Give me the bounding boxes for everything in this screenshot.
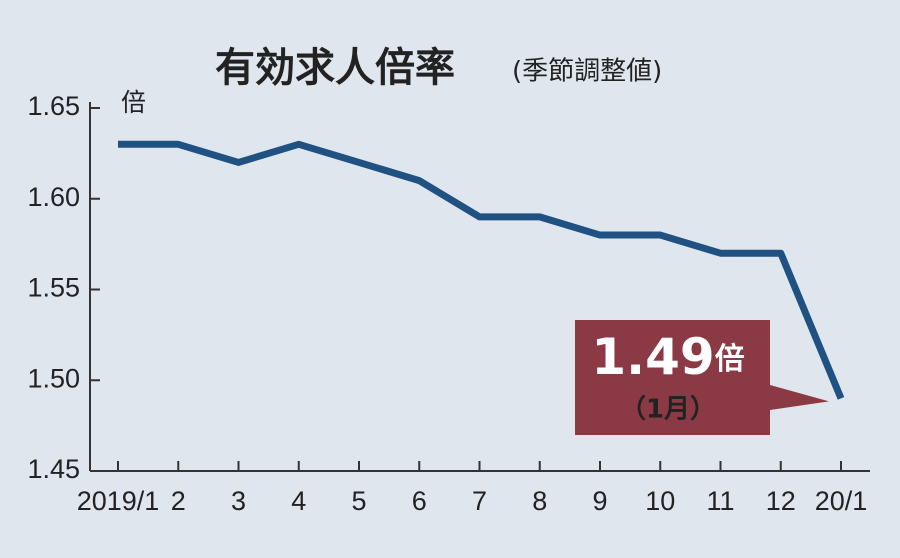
x-tick-label: 8 xyxy=(532,486,547,516)
x-tick-label: 2019/1 xyxy=(77,486,160,516)
callout-value: 1.49倍 xyxy=(591,328,744,386)
y-tick-label: 1.60 xyxy=(27,182,80,212)
y-unit: 倍 xyxy=(121,88,146,117)
x-tick-label: 20/1 xyxy=(815,486,868,516)
callout-note: （1月） xyxy=(620,395,716,425)
y-tick-label: 1.65 xyxy=(27,91,80,121)
callout-number: 1.49 xyxy=(591,328,714,386)
x-tick-label: 12 xyxy=(766,486,796,516)
chart-title: 有効求人倍率 xyxy=(215,45,455,91)
x-tick-label: 7 xyxy=(472,486,487,516)
y-tick-label: 1.50 xyxy=(27,363,80,393)
x-tick-label: 11 xyxy=(706,486,734,516)
x-tick-label: 4 xyxy=(291,486,306,516)
data-line xyxy=(118,140,845,400)
x-tick-label: 9 xyxy=(592,486,607,516)
chart-subtitle: (季節調整値) xyxy=(512,57,662,87)
callout-unit: 倍 xyxy=(715,342,745,377)
callout-box xyxy=(575,320,829,435)
x-tick-label: 2 xyxy=(171,486,186,516)
x-tick-label: 5 xyxy=(351,486,366,516)
y-tick-label: 1.45 xyxy=(27,454,80,484)
x-tick-label: 3 xyxy=(231,486,246,516)
y-tick-label: 1.55 xyxy=(27,273,80,303)
x-tick-label: 10 xyxy=(645,486,675,516)
x-tick-label: 6 xyxy=(412,486,427,516)
